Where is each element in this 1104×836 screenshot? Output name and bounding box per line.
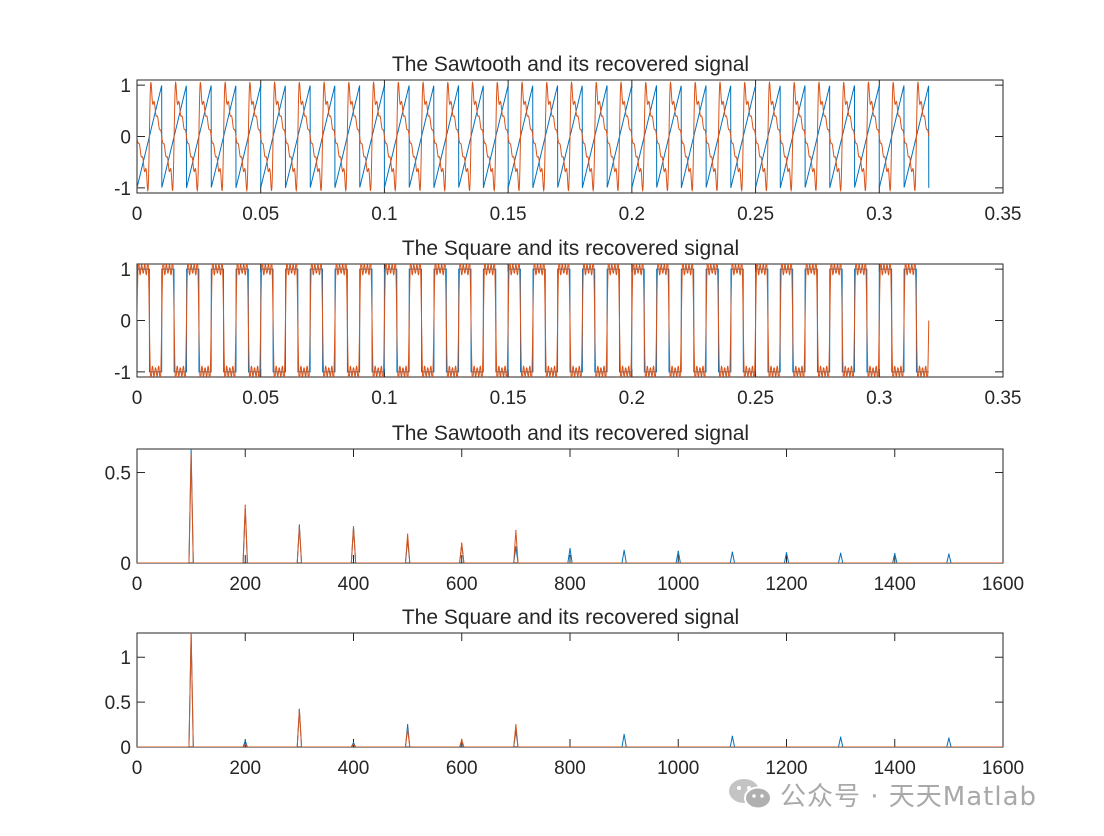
x-tick-label: 400 <box>338 574 370 595</box>
x-tick-label: 0.25 <box>737 204 774 225</box>
x-tick-label: 0.35 <box>985 204 1022 225</box>
y-tick-label: 0.5 <box>105 693 131 714</box>
x-tick-label: 0 <box>132 758 143 779</box>
subplot-2: The Square and its recovered signal 0 0.05… <box>114 237 1021 409</box>
x-tick-label: 0 <box>132 388 143 409</box>
peak-point <box>623 549 625 551</box>
peak-point <box>894 552 896 555</box>
peak-point <box>298 708 300 710</box>
x-tick-label: 400 <box>338 758 370 779</box>
peak-point <box>515 723 517 726</box>
x-tick-label: 1400 <box>874 574 916 595</box>
x-tick-label: 1000 <box>657 574 699 595</box>
subplot-3: The Sawtooth and its recovered signal 0 20… <box>105 422 1025 595</box>
peak-point <box>298 524 300 526</box>
peak-point <box>244 504 246 506</box>
peak-point <box>785 552 788 554</box>
series-recovered <box>137 80 930 193</box>
peak-point <box>407 728 409 730</box>
x-tick-label: 200 <box>229 758 261 779</box>
axes-box <box>136 632 1004 748</box>
peak-point <box>948 737 950 739</box>
x-tick-label: 800 <box>554 574 586 595</box>
x-tick-label: 1400 <box>874 758 916 779</box>
axes-box <box>136 448 1004 564</box>
x-tick-label: 0 <box>132 204 143 225</box>
peak-point <box>244 743 246 745</box>
subplot-4: The Square and its recovered signal 0 200 4… <box>105 606 1025 779</box>
y-tick-label: 1 <box>120 648 131 669</box>
chart-title: The Sawtooth and its recovered signal <box>392 53 749 76</box>
peak-point <box>190 449 192 450</box>
x-tick-label: 1000 <box>657 758 699 779</box>
x-tick-label: 0.1 <box>371 388 397 409</box>
x-tick-label: 0.15 <box>490 204 527 225</box>
peak-point <box>244 740 246 742</box>
peak-point <box>623 733 625 736</box>
y-tick-label: 0 <box>120 738 131 759</box>
x-tick-label: 800 <box>554 758 586 779</box>
subplot-1: The Sawtooth and its recovered signal 0 0.… <box>114 53 1021 225</box>
x-tick-label: 1600 <box>982 758 1024 779</box>
y-tick-label: 0 <box>120 554 131 575</box>
series-original <box>137 85 930 188</box>
x-tick-label: 1600 <box>982 574 1024 595</box>
peak-point <box>352 526 355 528</box>
y-tick-label: 0.5 <box>105 464 131 485</box>
x-tick-label: 600 <box>446 758 478 779</box>
y-tick-label: -1 <box>114 179 131 200</box>
peak-point <box>407 723 409 726</box>
chart-title: The Square and its recovered signal <box>402 606 739 629</box>
peak-point <box>840 552 842 554</box>
peak-point <box>569 547 571 550</box>
chart-title: The Sawtooth and its recovered signal <box>392 422 749 445</box>
series-recovered <box>137 264 930 377</box>
peak-point <box>352 741 355 744</box>
peak-point <box>461 739 463 741</box>
x-tick-label: 0.05 <box>242 204 279 225</box>
peak-point <box>677 550 679 552</box>
peak-point <box>190 453 192 456</box>
peak-point <box>190 633 192 634</box>
x-tick-label: 1200 <box>765 574 807 595</box>
peak-point <box>407 533 409 535</box>
x-tick-label: 1200 <box>765 758 807 779</box>
peak-point <box>515 529 517 532</box>
wechat-icon <box>729 779 772 810</box>
y-tick-label: 1 <box>120 260 131 281</box>
watermark-text: 公众号 · 天天Matlab <box>780 781 1038 812</box>
x-tick-label: 0 <box>132 574 143 595</box>
watermark: 公众号 · 天天Matlab <box>728 776 1037 812</box>
x-tick-label: 0.2 <box>619 204 645 225</box>
x-tick-label: 0.3 <box>866 388 892 409</box>
peak-point <box>352 743 355 745</box>
chart-title: The Square and its recovered signal <box>402 237 739 260</box>
peak-point <box>731 735 733 737</box>
x-tick-label: 200 <box>229 574 261 595</box>
peak-point <box>840 736 842 738</box>
x-tick-label: 0.05 <box>242 388 279 409</box>
x-tick-label: 0.1 <box>371 204 397 225</box>
x-tick-label: 0.35 <box>985 388 1022 409</box>
y-tick-label: 0 <box>120 128 131 149</box>
peak-point <box>515 546 517 548</box>
peak-point <box>298 526 300 528</box>
y-tick-label: 0 <box>120 312 131 333</box>
x-tick-label: 600 <box>446 574 478 595</box>
peak-point <box>948 553 950 555</box>
y-tick-label: 1 <box>120 76 131 97</box>
x-tick-label: 0.25 <box>737 388 774 409</box>
y-tick-label: -1 <box>114 363 131 384</box>
x-tick-label: 0.15 <box>490 388 527 409</box>
peak-point <box>731 551 733 553</box>
x-tick-label: 0.2 <box>619 388 645 409</box>
peak-point <box>461 542 463 544</box>
x-tick-label: 0.3 <box>866 204 892 225</box>
